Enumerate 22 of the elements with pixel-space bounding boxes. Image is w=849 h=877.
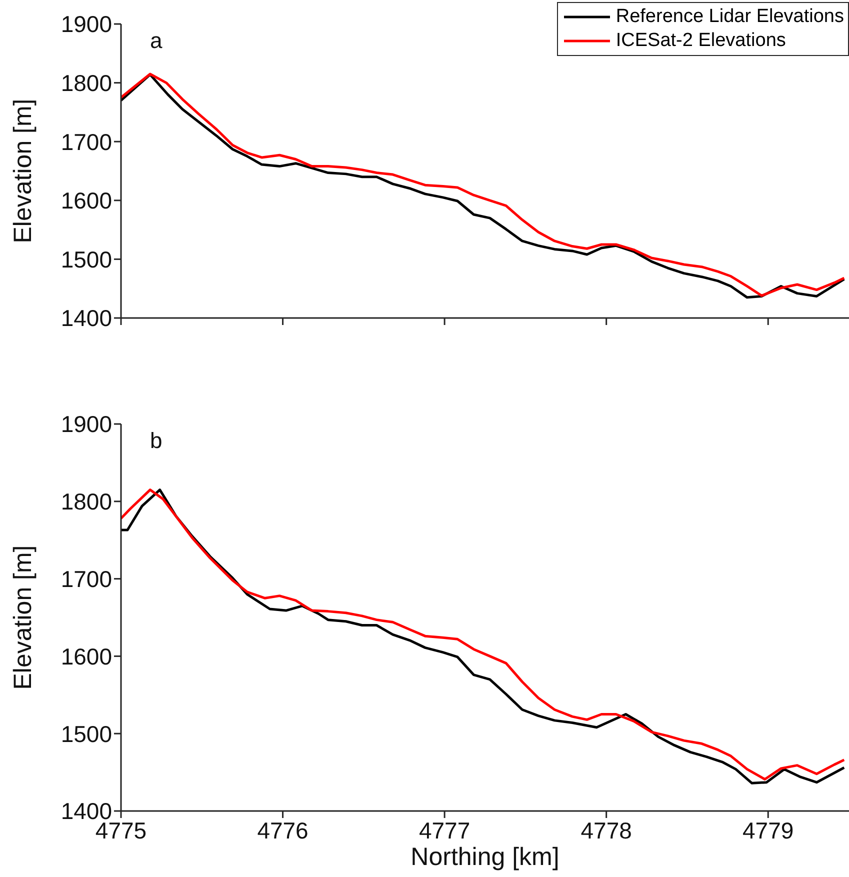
x-axis-title: Northing [km] xyxy=(410,843,560,871)
x-tick-label: 4777 xyxy=(418,817,470,844)
x-tick-label: 4776 xyxy=(257,817,308,844)
y-tick-label: 1800 xyxy=(60,488,112,515)
annotation: a xyxy=(150,28,162,54)
y-tick-label: 1500 xyxy=(60,246,112,272)
y-tick-label: 1500 xyxy=(60,720,112,747)
y-tick-label: 1600 xyxy=(60,643,112,670)
y-tick-label: 1800 xyxy=(60,70,112,96)
y-axis-title: Elevation [m] xyxy=(8,545,37,690)
legend-label: ICESat-2 Elevations xyxy=(616,29,786,53)
x-tick-label: 4779 xyxy=(742,817,794,844)
legend-label: Reference Lidar Elevations xyxy=(616,5,844,29)
y-tick-label: 1700 xyxy=(60,566,112,592)
y-axis-title: Elevation [m] xyxy=(8,98,37,244)
x-tick-label: 4778 xyxy=(580,817,632,844)
y-tick-label: 1400 xyxy=(60,305,112,332)
y-tick-label: 1700 xyxy=(60,128,112,155)
y-tick-label: 1900 xyxy=(60,411,112,438)
y-tick-label: 1600 xyxy=(60,188,112,214)
annotation: b xyxy=(150,428,162,454)
y-tick-label: 1900 xyxy=(60,11,112,38)
